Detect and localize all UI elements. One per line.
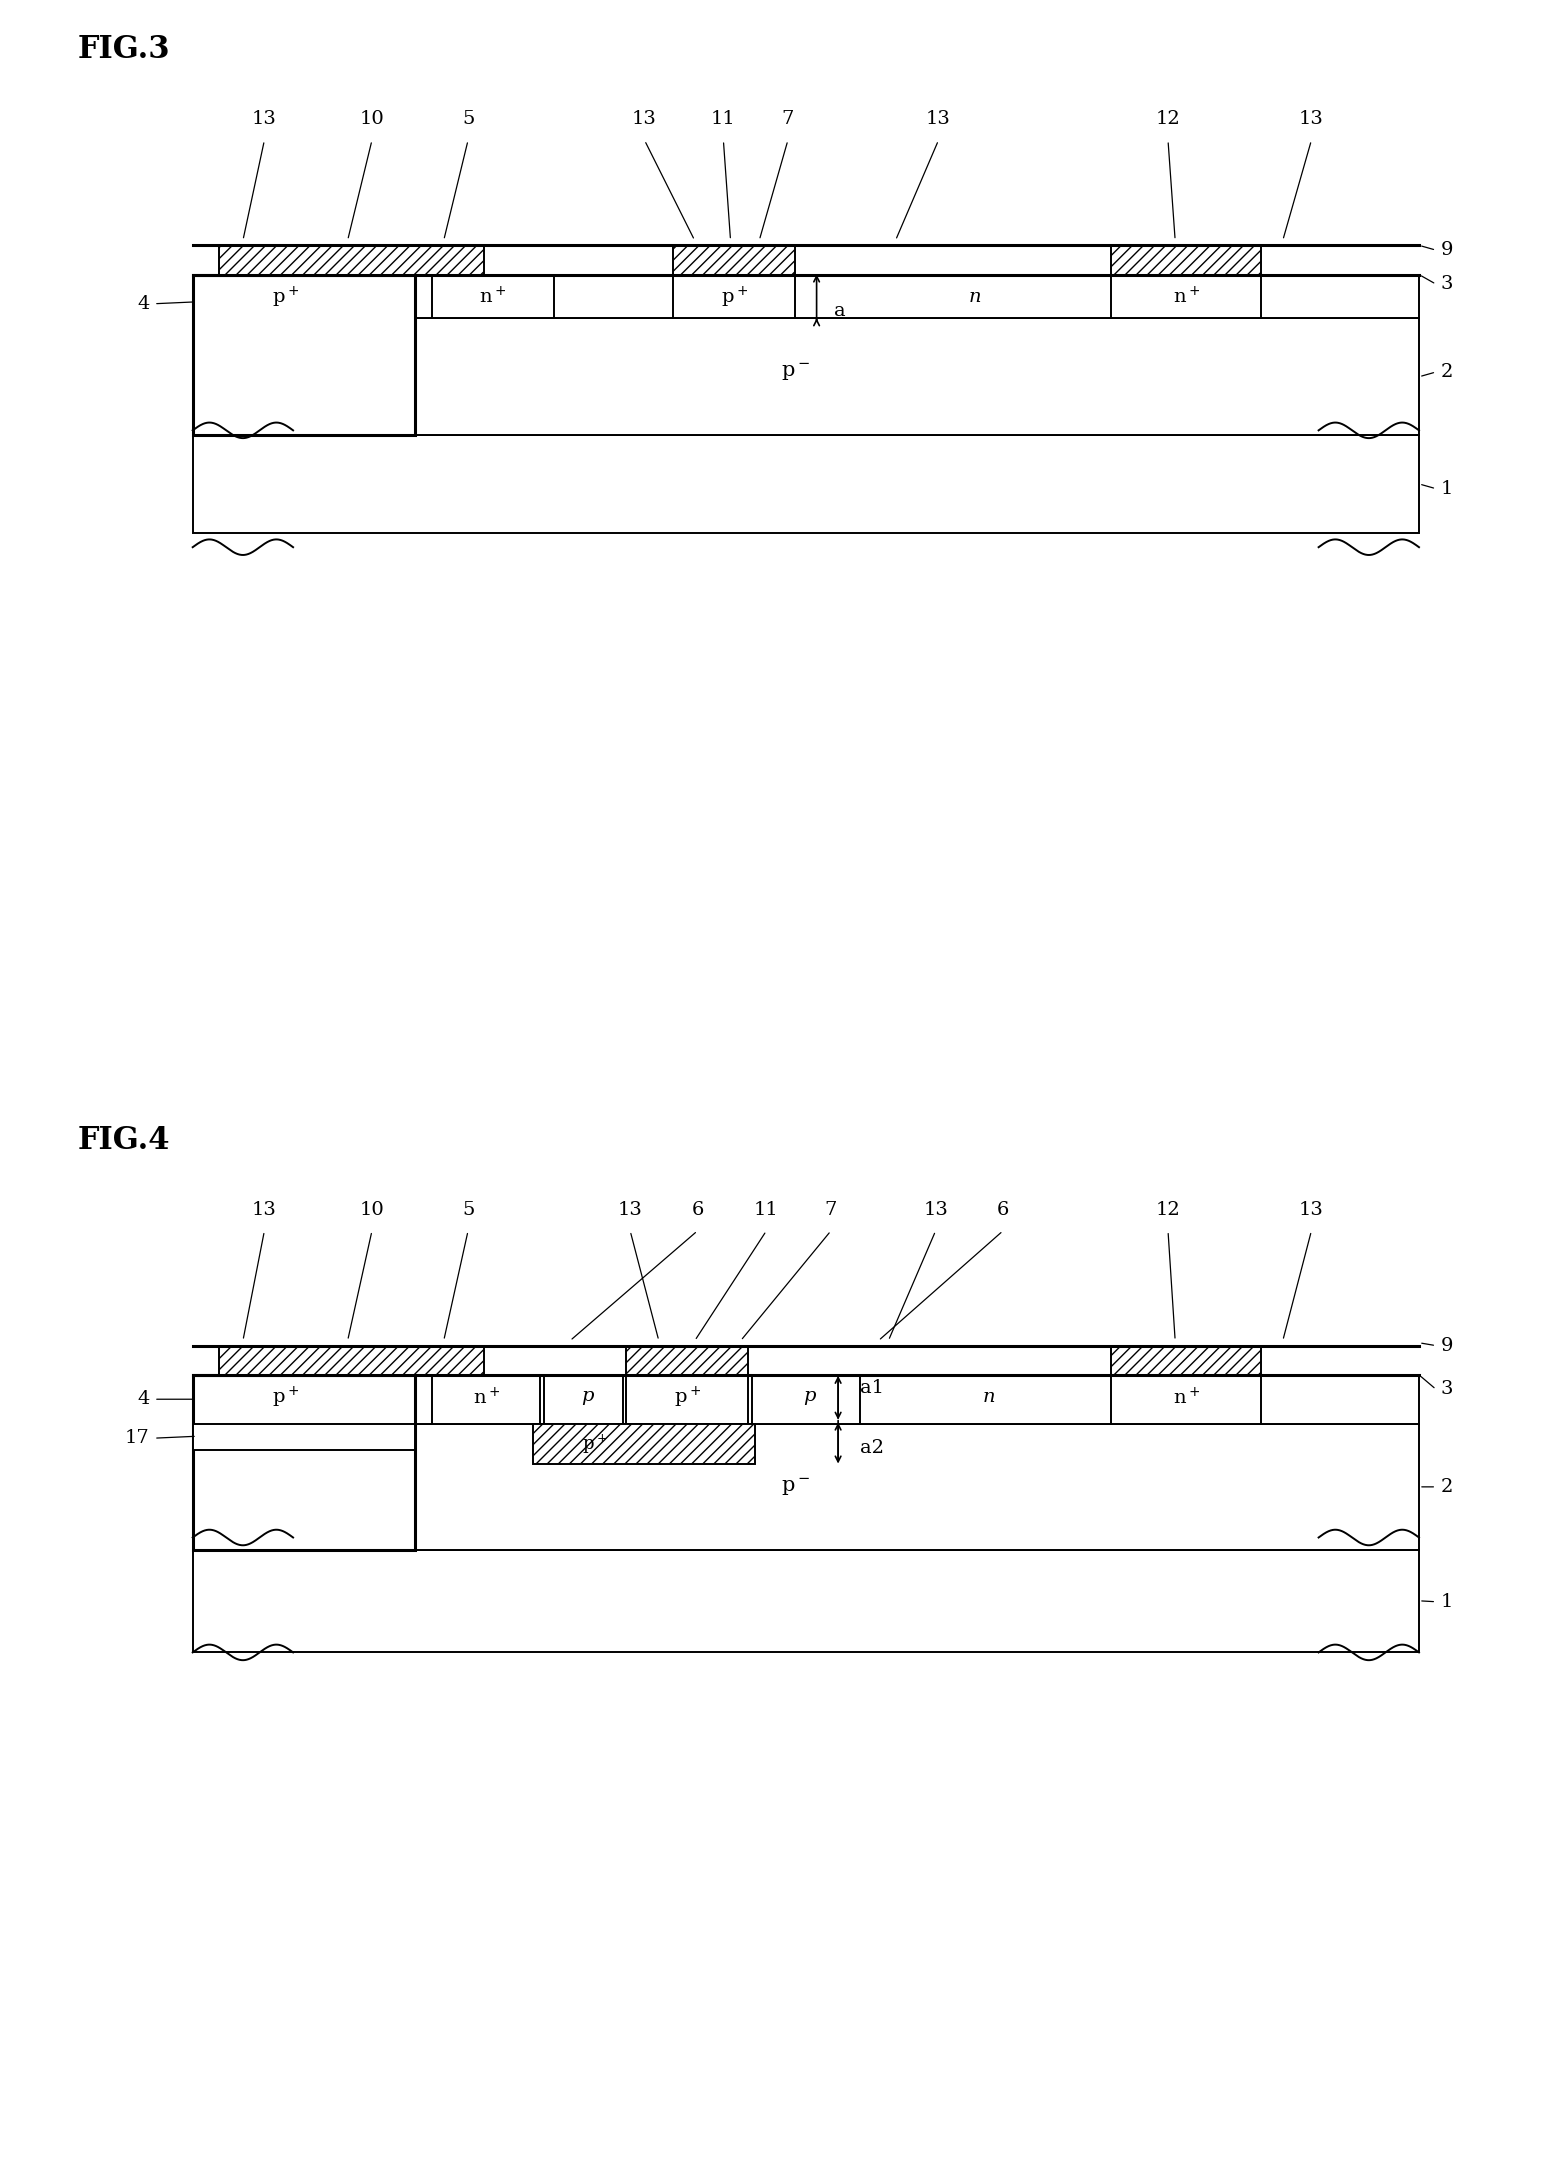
Text: p: p — [803, 1386, 815, 1406]
Text: p$^-$: p$^-$ — [781, 1475, 809, 1497]
Text: 6: 6 — [996, 1202, 1009, 1219]
Text: 10: 10 — [360, 1202, 385, 1219]
Text: 5: 5 — [461, 111, 474, 128]
Text: 10: 10 — [360, 111, 385, 128]
Text: 12: 12 — [1155, 1202, 1180, 1219]
Text: 3: 3 — [1441, 1380, 1453, 1399]
Bar — [415, 1376, 1419, 1423]
Bar — [1110, 1345, 1261, 1376]
Text: 5: 5 — [461, 1202, 474, 1219]
Text: p$^+$: p$^+$ — [722, 285, 748, 309]
Text: 13: 13 — [923, 1202, 948, 1219]
Text: 13: 13 — [1299, 1202, 1324, 1219]
Bar — [432, 274, 553, 319]
Text: p$^+$: p$^+$ — [673, 1384, 702, 1410]
Bar — [1110, 246, 1261, 274]
Bar — [193, 1423, 415, 1449]
Text: 12: 12 — [1155, 111, 1180, 128]
Text: FIG.4: FIG.4 — [78, 1126, 170, 1156]
Bar — [193, 1549, 1419, 1651]
Text: 7: 7 — [781, 111, 794, 128]
Text: 1: 1 — [1441, 480, 1453, 498]
Text: 13: 13 — [253, 111, 278, 128]
Text: 4: 4 — [137, 1391, 150, 1408]
Bar — [625, 1376, 748, 1423]
Text: n$^+$: n$^+$ — [472, 1386, 500, 1408]
Text: 1: 1 — [1441, 1593, 1453, 1610]
Bar — [218, 1345, 483, 1376]
Text: 9: 9 — [1441, 1336, 1453, 1354]
Text: 7: 7 — [825, 1202, 837, 1219]
Text: n$^+$: n$^+$ — [1172, 1386, 1200, 1408]
Text: FIG.3: FIG.3 — [78, 35, 170, 65]
Text: 11: 11 — [711, 111, 736, 128]
Bar — [415, 274, 1419, 319]
Bar — [1110, 1376, 1261, 1423]
Text: 3: 3 — [1441, 276, 1453, 293]
Text: n: n — [982, 1389, 995, 1406]
Text: a2: a2 — [859, 1439, 884, 1456]
Bar — [193, 1423, 1419, 1549]
Bar — [533, 1423, 755, 1465]
Bar — [751, 1376, 859, 1423]
Text: p$^+$: p$^+$ — [273, 1384, 299, 1410]
Text: 13: 13 — [617, 1202, 642, 1219]
Text: 13: 13 — [631, 111, 656, 128]
Bar — [193, 435, 1419, 532]
Bar — [544, 1376, 624, 1423]
Bar — [432, 1376, 539, 1423]
Text: 13: 13 — [926, 111, 951, 128]
Bar — [193, 1376, 415, 1549]
Text: p$^+$: p$^+$ — [273, 285, 299, 309]
Text: 4: 4 — [137, 296, 150, 313]
Text: a1: a1 — [859, 1378, 884, 1397]
Text: n: n — [968, 289, 981, 306]
Text: 13: 13 — [253, 1202, 278, 1219]
Text: 9: 9 — [1441, 241, 1453, 259]
Text: 13: 13 — [1299, 111, 1324, 128]
Bar — [673, 274, 795, 319]
Text: 6: 6 — [691, 1202, 703, 1219]
Text: n$^+$: n$^+$ — [1172, 287, 1200, 309]
Text: p$^-$: p$^-$ — [781, 361, 809, 382]
Bar — [218, 246, 483, 274]
Text: 11: 11 — [755, 1202, 780, 1219]
Text: 2: 2 — [1441, 363, 1453, 380]
Text: p$^+$: p$^+$ — [582, 1432, 606, 1456]
Bar — [1110, 274, 1261, 319]
Text: a: a — [834, 302, 845, 319]
Text: p: p — [582, 1386, 594, 1406]
Text: n$^+$: n$^+$ — [479, 287, 507, 309]
Text: 17: 17 — [125, 1430, 150, 1447]
Bar — [625, 1345, 748, 1376]
Bar — [673, 246, 795, 274]
Bar — [193, 274, 415, 435]
Text: 2: 2 — [1441, 1478, 1453, 1495]
Bar — [193, 319, 1419, 435]
